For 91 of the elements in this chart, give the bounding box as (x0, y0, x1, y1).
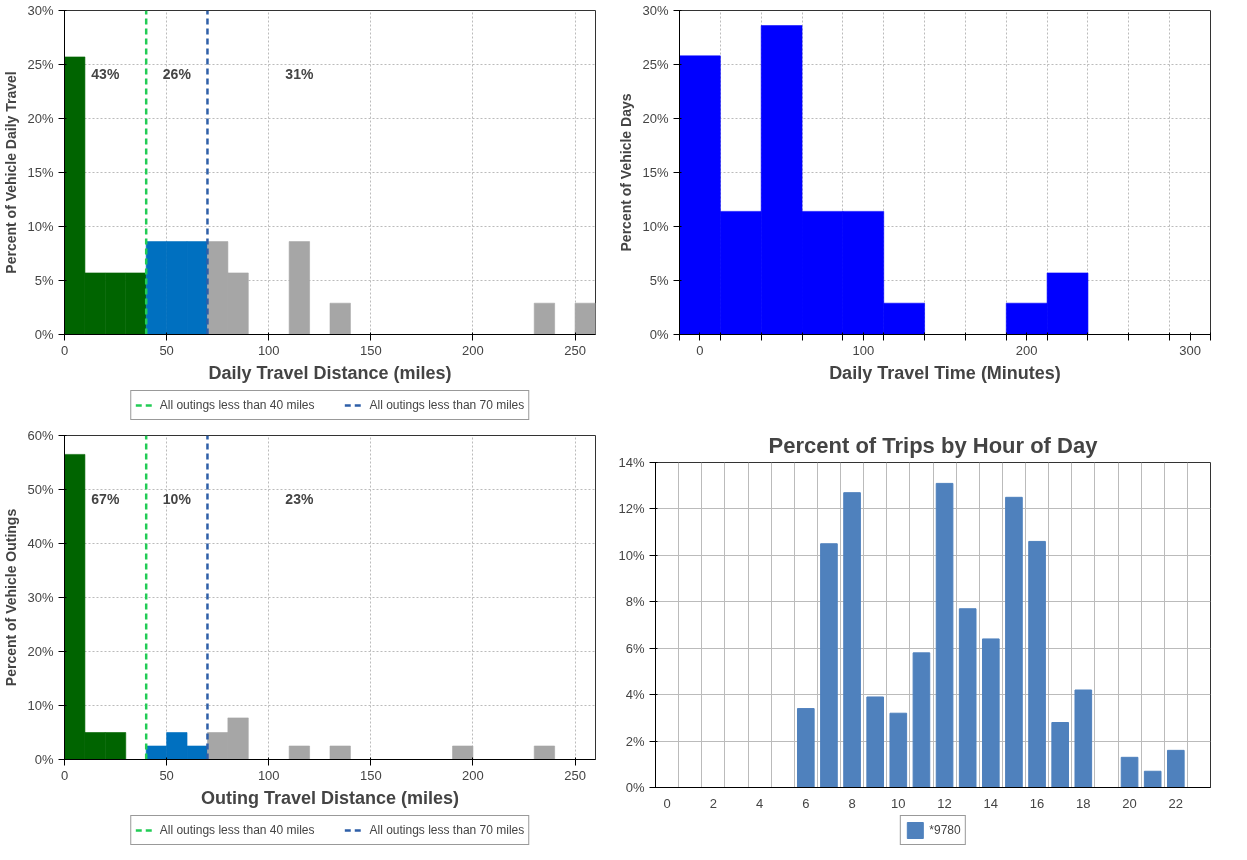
x-tick-label: 200 (1015, 342, 1038, 358)
x-tick-label: 22 (1168, 795, 1184, 811)
x-tick-label: 50 (159, 342, 174, 358)
y-tick-label: 0% (649, 327, 669, 342)
y-tick-label: 0% (34, 752, 54, 767)
x-tick-label: 250 (564, 342, 586, 358)
y-tick-label: 8% (625, 594, 645, 610)
y-tick-label: 4% (625, 687, 645, 703)
x-tick-label: 16 (1029, 795, 1045, 811)
y-tick-label: 30% (27, 3, 54, 18)
bar (843, 492, 861, 788)
y-axis-title: Percent of Vehicle Outings (3, 508, 20, 687)
bar (935, 482, 954, 788)
y-tick-label: 5% (34, 273, 54, 288)
x-tick-label: 250 (564, 767, 586, 783)
x-tick-label: 200 (462, 767, 484, 783)
y-tick-label: 30% (642, 3, 669, 18)
x-tick-label: 150 (360, 767, 382, 783)
y-axis-title: Percent of Vehicle Daily Travel (3, 71, 20, 274)
y-tick-label: 15% (27, 165, 54, 180)
x-tick-label: 300 (1179, 342, 1201, 358)
y-tick-label: 12% (618, 501, 645, 517)
x-tick-label: 50 (159, 767, 174, 783)
annotation: 26% (162, 65, 192, 82)
bar (1028, 540, 1046, 788)
y-tick-label: 15% (642, 165, 669, 180)
x-tick-label: 0 (663, 795, 671, 811)
bar (981, 638, 1000, 788)
bar (1120, 756, 1139, 788)
y-tick-label: 20% (27, 644, 54, 659)
y-tick-label: 10% (618, 547, 645, 563)
x-tick-label: 200 (462, 342, 484, 358)
bar (866, 696, 885, 788)
x-tick-label: 100 (257, 767, 280, 783)
x-tick-label: 8 (848, 795, 856, 811)
legend-label: All outings less than 70 miles (369, 823, 525, 837)
annotation: 31% (285, 65, 314, 82)
x-tick-label: 6 (802, 795, 810, 811)
x-tick-label: 0 (60, 767, 69, 783)
bar (1074, 689, 1093, 788)
y-tick-label: 20% (27, 111, 54, 126)
x-axis-title: Daily Travel Distance (miles) (208, 362, 452, 383)
bar (1005, 496, 1023, 788)
y-tick-label: 0% (34, 327, 54, 342)
annotation: 43% (91, 65, 120, 82)
annotation: 10% (162, 490, 192, 507)
x-tick-label: 100 (257, 342, 280, 358)
y-tick-label: 14% (618, 455, 645, 470)
y-tick-label: 60% (27, 428, 54, 443)
x-axis-title: Outing Travel Distance (miles) (200, 787, 460, 808)
x-tick-label: 18 (1076, 795, 1091, 811)
x-tick-label: 20 (1122, 795, 1137, 811)
bar (912, 652, 931, 788)
x-tick-label: 4 (755, 795, 764, 811)
bar (889, 712, 908, 788)
x-tick-label: 10 (891, 795, 906, 811)
y-tick-label: 10% (27, 219, 54, 234)
x-tick-label: 0 (60, 342, 69, 358)
bar (1051, 722, 1070, 788)
chart-title: Percent of Trips by Hour of Day (768, 432, 1099, 458)
x-tick-label: 150 (360, 342, 382, 358)
annotation: 23% (285, 490, 314, 507)
y-tick-label: 5% (649, 273, 669, 288)
y-tick-label: 25% (642, 57, 669, 72)
x-tick-label: 12 (937, 795, 952, 811)
legend-label: *9780 (929, 823, 961, 837)
x-tick-label: 2 (709, 795, 717, 811)
y-tick-label: 25% (27, 57, 54, 72)
legend-label: All outings less than 70 miles (369, 398, 525, 412)
legend-label: All outings less than 40 miles (159, 398, 315, 412)
x-axis-title: Daily Travel Time (Minutes) (829, 362, 1061, 383)
x-tick-label: 0 (696, 342, 704, 358)
y-tick-label: 20% (642, 111, 669, 126)
bar (1166, 749, 1185, 788)
bar (1143, 770, 1162, 788)
x-tick-label: 100 (852, 342, 875, 358)
y-tick-label: 0% (625, 780, 645, 795)
y-tick-label: 6% (625, 640, 645, 656)
bar (820, 543, 838, 788)
y-tick-label: 30% (27, 590, 54, 605)
y-tick-label: 10% (642, 219, 669, 234)
bar (796, 708, 815, 788)
legend-label: All outings less than 40 miles (159, 823, 315, 837)
y-tick-label: 10% (27, 698, 54, 713)
y-tick-label: 40% (27, 536, 54, 551)
bar (958, 608, 977, 788)
y-tick-label: 2% (625, 733, 645, 749)
annotation: 67% (91, 490, 120, 507)
y-axis-title: Percent of Vehicle Days (618, 93, 635, 252)
x-tick-label: 14 (983, 795, 999, 811)
y-tick-label: 50% (27, 482, 54, 497)
